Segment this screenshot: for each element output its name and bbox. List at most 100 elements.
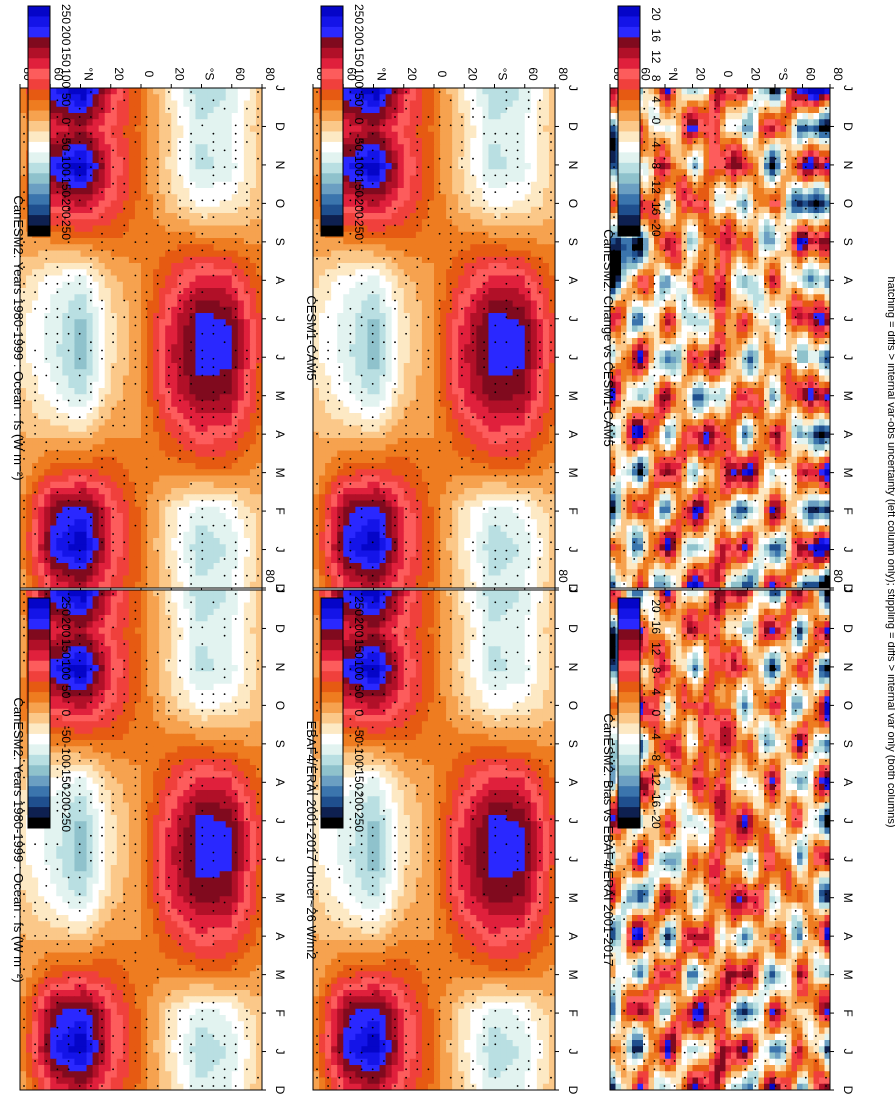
stipple-dot	[224, 735, 226, 737]
heatmap-cell	[135, 603, 142, 610]
heatmap-cell	[404, 759, 411, 766]
heatmap-cell	[202, 703, 209, 710]
heatmap-cell	[20, 690, 27, 697]
heatmap-cell	[105, 934, 112, 941]
heatmap-cell	[367, 696, 374, 703]
heatmap-cell	[238, 603, 245, 610]
heatmap-cell	[123, 715, 130, 722]
stipple-dot	[79, 643, 81, 645]
heatmap-cell	[458, 771, 465, 778]
stipple-dot	[168, 793, 170, 795]
heatmap-cell	[50, 871, 57, 878]
stipple-dot	[123, 702, 125, 704]
heatmap-cell	[123, 834, 130, 841]
heatmap-cell	[220, 909, 227, 916]
heatmap-cell	[87, 853, 94, 860]
heatmap-cell	[226, 1071, 233, 1078]
heatmap-cell	[488, 771, 495, 778]
heatmap-cell	[165, 821, 172, 828]
heatmap-cell	[74, 634, 81, 641]
heatmap-cell	[165, 840, 172, 847]
heatmap-cell	[123, 621, 130, 628]
heatmap-cell	[410, 634, 417, 641]
heatmap-cell	[93, 884, 100, 891]
heatmap-cell	[159, 603, 166, 610]
heatmap-cell	[220, 1053, 227, 1060]
heatmap-cell	[38, 928, 45, 935]
heatmap-cell	[44, 1015, 51, 1022]
heatmap-cell	[416, 753, 423, 760]
heatmap-cell	[501, 603, 508, 610]
stipple-dot	[179, 868, 181, 870]
heatmap-cell	[543, 771, 550, 778]
heatmap-cell	[177, 903, 184, 910]
heatmap-cell	[244, 959, 251, 966]
heatmap-cell	[117, 634, 124, 641]
heatmap-cell	[171, 753, 178, 760]
heatmap-cell	[50, 1059, 57, 1066]
heatmap-cell	[32, 1078, 39, 1085]
heatmap-cell	[238, 615, 245, 622]
heatmap-cell	[452, 765, 459, 772]
heatmap-cell	[183, 609, 190, 616]
heatmap-cell	[171, 865, 178, 872]
heatmap-cell	[159, 609, 166, 616]
stipple-dot	[213, 902, 215, 904]
heatmap-cell	[202, 759, 209, 766]
heatmap-cell	[238, 721, 245, 728]
heatmap-cell	[183, 1015, 190, 1022]
heatmap-cell	[208, 828, 215, 835]
heatmap-cell	[87, 896, 94, 903]
heatmap-cell	[183, 1065, 190, 1072]
heatmap-cell	[464, 621, 471, 628]
heatmap-cell	[488, 603, 495, 610]
heatmap-cell	[32, 1059, 39, 1066]
heatmap-cell	[208, 803, 215, 810]
heatmap-cell	[543, 590, 550, 597]
heatmap-cell	[105, 815, 112, 822]
heatmap-cell	[117, 728, 124, 735]
heatmap-cell	[74, 803, 81, 810]
heatmap-cell	[482, 715, 489, 722]
heatmap-cell	[93, 678, 100, 685]
heatmap-cell	[452, 615, 459, 622]
heatmap-cell	[374, 590, 381, 597]
heatmap-cell	[531, 728, 538, 735]
heatmap-cell	[87, 971, 94, 978]
heatmap-cell	[189, 803, 196, 810]
heatmap-cell	[117, 928, 124, 935]
heatmap-cell	[226, 840, 233, 847]
heatmap-cell	[226, 653, 233, 660]
heatmap-cell	[177, 690, 184, 697]
heatmap-cell	[392, 746, 399, 753]
heatmap-cell	[202, 1053, 209, 1060]
heatmap-cell	[153, 653, 160, 660]
heatmap-cell	[195, 784, 202, 791]
heatmap-cell	[488, 671, 495, 678]
heatmap-cell	[123, 909, 130, 916]
heatmap-cell	[123, 934, 130, 941]
heatmap-cell	[226, 1053, 233, 1060]
heatmap-cell	[177, 978, 184, 985]
stipple-dot	[146, 1068, 148, 1070]
heatmap-cell	[111, 996, 118, 1003]
heatmap-cell	[165, 959, 172, 966]
stipple-dot	[235, 1043, 237, 1045]
heatmap-cell	[183, 984, 190, 991]
heatmap-cell	[380, 696, 387, 703]
heatmap-cell	[214, 665, 221, 672]
heatmap-cell	[183, 621, 190, 628]
heatmap-cell	[171, 978, 178, 985]
heatmap-cell	[87, 940, 94, 947]
heatmap-cell	[513, 603, 520, 610]
heatmap-cell	[93, 1034, 100, 1041]
heatmap-cell	[56, 1003, 63, 1010]
heatmap-cell	[220, 1059, 227, 1066]
heatmap-cell	[250, 871, 257, 878]
heatmap-cell	[386, 603, 393, 610]
heatmap-cell	[208, 934, 215, 941]
heatmap-cell	[87, 803, 94, 810]
heatmap-cell	[208, 834, 215, 841]
heatmap-cell	[452, 771, 459, 778]
heatmap-cell	[208, 953, 215, 960]
